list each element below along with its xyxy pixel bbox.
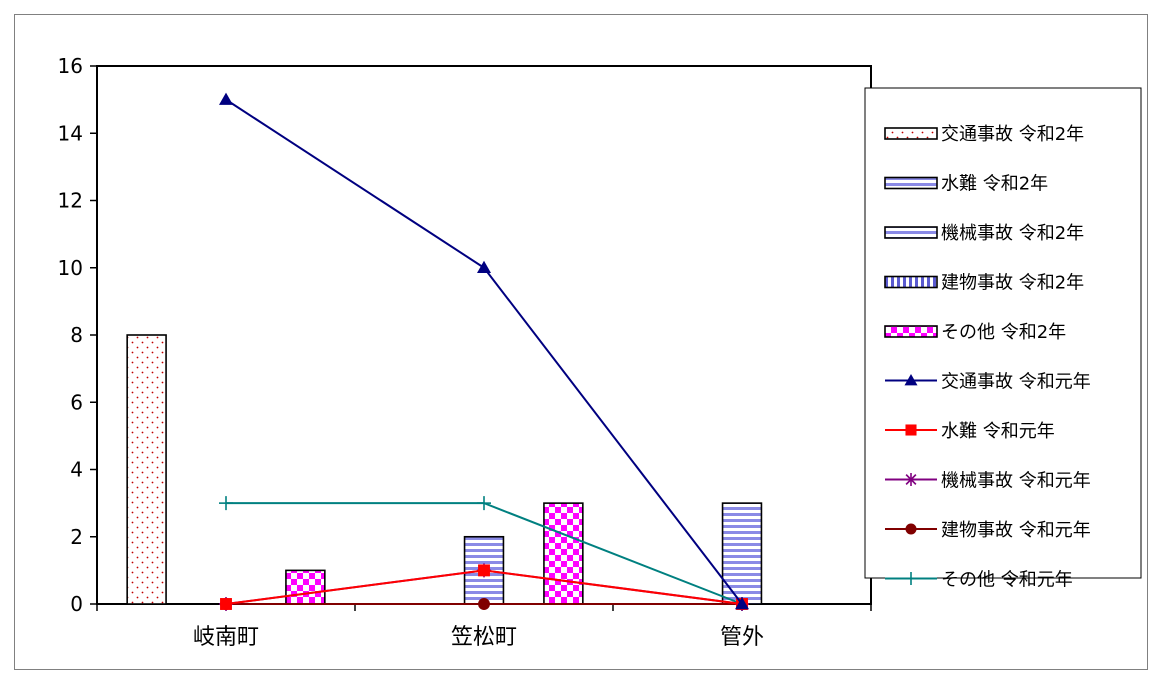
y-tick-label: 16 — [58, 54, 83, 78]
legend-label: 水難 令和2年 — [941, 174, 1048, 195]
data-point — [219, 496, 233, 511]
y-tick-label: 6 — [70, 390, 83, 414]
legend-label: 機械事故 令和2年 — [941, 223, 1084, 244]
data-point — [478, 598, 490, 610]
y-tick-label: 14 — [58, 121, 83, 145]
y-tick-label: 10 — [58, 256, 83, 280]
y-tick-label: 2 — [70, 525, 83, 549]
legend-label: 機械事故 令和元年 — [941, 471, 1091, 492]
legend-label: 水難 令和元年 — [941, 421, 1055, 442]
y-tick-label: 8 — [70, 323, 83, 347]
data-point — [220, 598, 232, 610]
legend-label: 建物事故 令和元年 — [941, 520, 1091, 541]
y-tick-label: 12 — [58, 189, 83, 213]
data-point — [477, 260, 491, 273]
legend-label: 交通事故 令和元年 — [941, 372, 1091, 393]
bar — [285, 569, 326, 605]
y-tick-label: 0 — [70, 592, 83, 616]
legend-label: 建物事故 令和2年 — [941, 273, 1084, 294]
x-category-label: 管外 — [720, 625, 764, 650]
bar — [721, 502, 763, 605]
legend-label: その他 令和元年 — [941, 570, 1073, 591]
chart-frame: 0 2 4 6 8 10 12 14 16 岐南町 笠松町 管外 交通事故 令和2年 水難 令和2年機… — [14, 14, 1148, 670]
legend-label: その他 令和2年 — [941, 322, 1066, 343]
legend-swatch — [884, 226, 938, 239]
x-category-label: 笠松町 — [451, 625, 517, 650]
y-tick-label: 4 — [70, 458, 83, 482]
bar — [543, 502, 584, 605]
data-point — [904, 473, 918, 486]
data-point — [905, 424, 917, 436]
data-point — [478, 564, 490, 577]
bar — [126, 334, 167, 605]
data-point — [735, 597, 749, 610]
data-point — [219, 92, 233, 105]
x-axis: 岐南町 笠松町 管外 — [96, 604, 872, 650]
legend-label: 交通事故 令和2年 — [941, 124, 1084, 145]
data-point — [904, 374, 918, 386]
legend-swatch — [884, 275, 938, 289]
data-point — [905, 523, 917, 535]
legend-swatch — [884, 176, 938, 190]
y-axis: 0 2 4 6 8 10 12 14 16 — [58, 54, 97, 616]
legend-swatch — [884, 127, 938, 140]
legend-swatch — [884, 325, 938, 338]
lines — [219, 92, 749, 611]
x-category-label: 岐南町 — [193, 625, 259, 650]
data-point — [904, 572, 918, 585]
data-point — [477, 496, 491, 511]
